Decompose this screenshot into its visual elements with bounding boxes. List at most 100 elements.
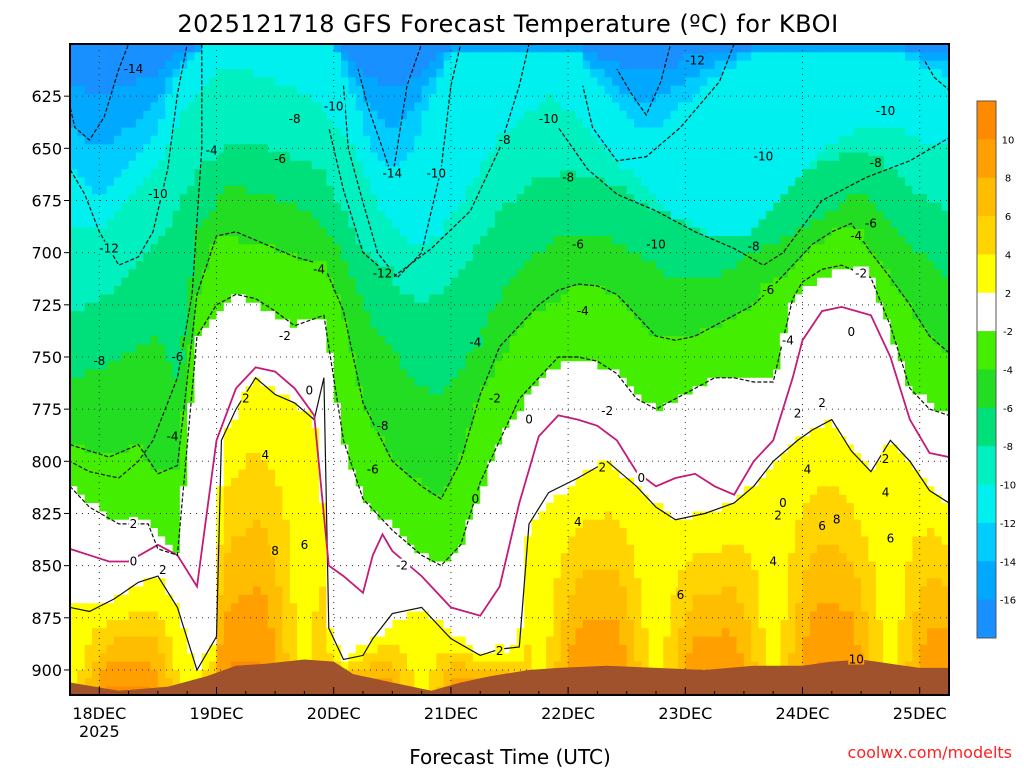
temperature-cell: [150, 377, 159, 387]
temperature-cell: [348, 110, 357, 120]
temperature-cell: [531, 144, 540, 154]
temperature-cell: [524, 236, 533, 245]
temperature-cell: [289, 478, 298, 487]
temperature-cell: [407, 419, 415, 429]
temperature-cell: [128, 444, 137, 454]
temperature-cell: [267, 419, 276, 429]
temperature-cell: [392, 352, 401, 362]
temperature-cell: [99, 653, 108, 663]
temperature-cell: [143, 644, 152, 654]
temperature-cell: [524, 444, 533, 454]
temperature-cell: [260, 236, 269, 245]
temperature-cell: [201, 419, 210, 429]
temperature-cell: [143, 361, 152, 371]
temperature-cell: [531, 102, 540, 112]
temperature-cell: [150, 636, 159, 646]
temperature-cell: [157, 494, 166, 504]
temperature-cell: [282, 427, 291, 437]
temperature-cell: [194, 210, 203, 220]
temperature-cell: [84, 52, 93, 62]
temperature-cell: [304, 394, 313, 404]
temperature-cell: [436, 653, 445, 663]
temperature-cell: [121, 152, 130, 162]
temperature-cell: [319, 419, 327, 429]
temperature-cell: [223, 177, 232, 187]
temperature-cell: [253, 561, 261, 571]
temperature-cell: [319, 294, 327, 304]
temperature-cell: [157, 344, 166, 354]
temperature-cell: [326, 569, 335, 579]
temperature-cell: [414, 52, 423, 62]
temperature-cell: [465, 44, 474, 53]
temperature-cell: [487, 419, 496, 429]
temperature-cell: [231, 553, 239, 562]
temperature-cell: [172, 544, 181, 554]
temperature-cell: [282, 177, 291, 187]
temperature-cell: [531, 553, 540, 562]
temperature-cell: [494, 219, 503, 229]
temperature-cell: [99, 628, 108, 638]
temperature-cell: [238, 544, 247, 554]
temperature-cell: [201, 636, 210, 646]
temperature-cell: [516, 369, 525, 379]
temperature-cell: [231, 177, 239, 187]
temperature-cell: [114, 369, 122, 379]
temperature-cell: [524, 102, 533, 112]
temperature-cell: [326, 394, 335, 404]
temperature-cell: [531, 519, 540, 529]
temperature-cell: [289, 594, 298, 604]
temperature-cell: [106, 252, 115, 262]
temperature-cell: [480, 536, 489, 546]
temperature-cell: [450, 311, 459, 320]
temperature-cell: [458, 44, 467, 53]
temperature-cell: [494, 419, 503, 429]
temperature-cell: [99, 169, 108, 179]
temperature-cell: [326, 286, 335, 295]
temperature-cell: [436, 102, 445, 112]
temperature-cell: [363, 528, 371, 537]
temperature-cell: [311, 236, 320, 245]
temperature-cell: [297, 603, 305, 613]
temperature-cell: [487, 503, 496, 512]
temperature-cell: [421, 569, 430, 579]
temperature-cell: [238, 286, 247, 295]
temperature-cell: [231, 194, 239, 204]
temperature-cell: [304, 311, 313, 320]
temperature-cell: [92, 469, 100, 479]
temperature-cell: [304, 177, 313, 187]
temperature-cell: [407, 636, 415, 646]
temperature-cell: [253, 252, 261, 262]
temperature-cell: [487, 478, 496, 487]
temperature-cell: [428, 628, 437, 638]
temperature-cell: [121, 102, 130, 112]
temperature-cell: [209, 377, 218, 387]
temperature-cell: [436, 561, 445, 571]
temperature-cell: [289, 85, 298, 95]
temperature-cell: [70, 369, 78, 379]
temperature-cell: [165, 102, 174, 112]
temperature-cell: [458, 169, 467, 179]
temperature-cell: [414, 361, 423, 371]
temperature-cell: [414, 286, 423, 295]
temperature-cell: [465, 561, 474, 571]
temperature-cell: [216, 394, 225, 404]
temperature-cell: [289, 69, 298, 78]
temperature-cell: [436, 369, 445, 379]
temperature-cell: [524, 544, 533, 554]
temperature-cell: [121, 244, 130, 254]
temperature-cell: [421, 644, 430, 654]
temperature-cell: [282, 494, 291, 504]
temperature-cell: [92, 269, 100, 279]
temperature-cell: [531, 319, 540, 329]
temperature-cell: [407, 269, 415, 279]
temperature-cell: [143, 486, 152, 496]
temperature-cell: [428, 569, 437, 579]
temperature-cell: [333, 311, 342, 320]
temperature-cell: [223, 302, 232, 312]
temperature-cell: [319, 210, 327, 220]
temperature-cell: [216, 85, 225, 95]
temperature-cell: [443, 286, 452, 295]
temperature-cell: [428, 661, 437, 671]
temperature-cell: [480, 77, 489, 87]
temperature-cell: [223, 94, 232, 103]
